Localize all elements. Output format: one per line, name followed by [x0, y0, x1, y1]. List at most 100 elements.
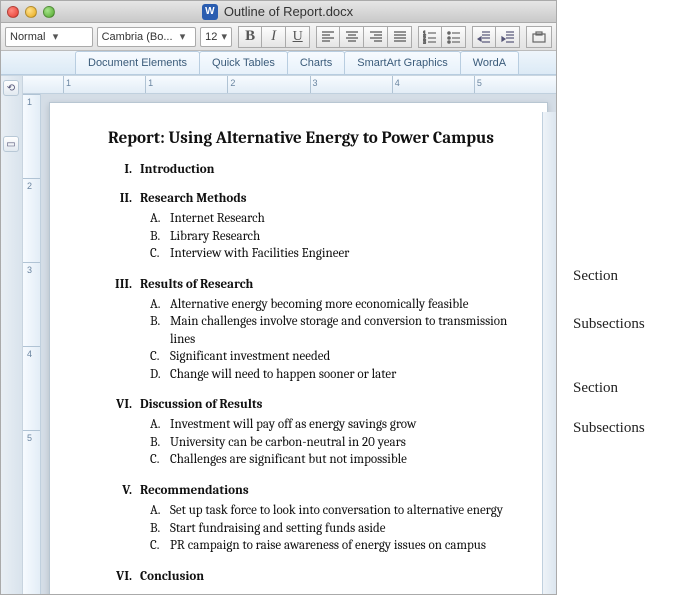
- subsection-item: A.Investment will pay off as energy savi…: [150, 416, 511, 434]
- outline-section: I.Introduction: [108, 162, 511, 177]
- subsection-text: Set up task force to look into conversat…: [170, 502, 511, 520]
- outline-section: II.Research MethodsA.Internet ResearchB.…: [108, 191, 511, 263]
- subsection-text: Main challenges involve storage and conv…: [170, 313, 511, 348]
- vertical-scrollbar[interactable]: [542, 112, 556, 594]
- subsection-letter: C.: [150, 348, 170, 366]
- annotation-label: Subsections: [573, 420, 645, 437]
- section-heading: V.Recommendations: [108, 483, 511, 498]
- subsection-item: C.Interview with Facilities Engineer: [150, 245, 511, 263]
- subsection-letter: B.: [150, 228, 170, 246]
- italic-button[interactable]: I: [262, 26, 286, 48]
- bold-button[interactable]: B: [238, 26, 262, 48]
- numbered-list-button[interactable]: 123: [418, 26, 442, 48]
- subsection-item: D.Change will need to happen sooner or l…: [150, 366, 511, 384]
- tab-document-elements[interactable]: Document Elements: [75, 51, 200, 74]
- text-style-group: B I U: [238, 26, 310, 48]
- ribbon-tabs: Document Elements Quick Tables Charts Sm…: [1, 51, 556, 75]
- subsection-text: Interview with Facilities Engineer: [170, 245, 511, 263]
- document-viewport: 112345 12345 Report: Using Alternative E…: [23, 76, 556, 594]
- minimize-button[interactable]: [25, 6, 37, 18]
- word-window: W Outline of Report.docx Normal ▾ Cambri…: [0, 0, 557, 595]
- subsection-text: Start fundraising and setting funds asid…: [170, 520, 511, 538]
- document-page[interactable]: Report: Using Alternative Energy to Powe…: [49, 102, 548, 594]
- align-right-button[interactable]: [364, 26, 388, 48]
- work-area: ⟲ ▭ 112345 12345 Report: Using Alternati…: [1, 75, 556, 594]
- subsection-list: A.Investment will pay off as energy savi…: [108, 416, 511, 469]
- style-value: Normal: [10, 31, 45, 43]
- subsection-letter: A.: [150, 416, 170, 434]
- subsection-text: Internet Research: [170, 210, 511, 228]
- horizontal-ruler[interactable]: 112345: [23, 76, 556, 94]
- subsection-item: C.Significant investment needed: [150, 348, 511, 366]
- subsection-letter: C.: [150, 245, 170, 263]
- font-dropdown[interactable]: Cambria (Bo... ▾: [97, 27, 197, 47]
- document-title: Report: Using Alternative Energy to Powe…: [108, 129, 511, 148]
- close-button[interactable]: [7, 6, 19, 18]
- subsection-letter: A.: [150, 502, 170, 520]
- decrease-indent-button[interactable]: [472, 26, 496, 48]
- subsection-letter: B.: [150, 520, 170, 538]
- subsection-list: A.Alternative energy becoming more econo…: [108, 296, 511, 384]
- subsection-item: B.Library Research: [150, 228, 511, 246]
- increase-indent-button[interactable]: [496, 26, 520, 48]
- subsection-text: Investment will pay off as energy saving…: [170, 416, 511, 434]
- formatting-toolbar: Normal ▾ Cambria (Bo... ▾ 12 ▾ B I U: [1, 23, 556, 51]
- page-area[interactable]: Report: Using Alternative Energy to Powe…: [41, 94, 556, 594]
- subsection-letter: D.: [150, 366, 170, 384]
- indent-group: [472, 26, 520, 48]
- toolbox-button[interactable]: [526, 26, 552, 48]
- section-title: Conclusion: [140, 569, 204, 584]
- outline-section: V.Recommendations A.Set up task force to …: [108, 483, 511, 555]
- section-heading: III.Results of Research: [108, 277, 511, 292]
- tab-charts[interactable]: Charts: [287, 51, 345, 74]
- align-justify-button[interactable]: [388, 26, 412, 48]
- bullet-list-button[interactable]: [442, 26, 466, 48]
- subsection-text: Library Research: [170, 228, 511, 246]
- chevron-down-icon: ▾: [49, 30, 61, 43]
- annotation-label: Section: [573, 380, 618, 397]
- section-number: V.: [108, 483, 140, 498]
- section-heading: II.Research Methods: [108, 191, 511, 206]
- zoom-button[interactable]: [43, 6, 55, 18]
- tab-wordart[interactable]: WordA: [460, 51, 519, 74]
- subsection-item: A.Set up task force to look into convers…: [150, 502, 511, 520]
- subsection-item: C.Challenges are significant but not imp…: [150, 451, 511, 469]
- fontsize-value: 12: [205, 31, 217, 43]
- subsection-text: Challenges are significant but not impos…: [170, 451, 511, 469]
- subsection-letter: A.: [150, 296, 170, 314]
- annotation-label: Subsections: [573, 316, 645, 333]
- subsection-item: B.Start fundraising and setting funds as…: [150, 520, 511, 538]
- nav-pane-button[interactable]: ⟲: [3, 80, 19, 96]
- tab-smartart[interactable]: SmartArt Graphics: [344, 51, 460, 74]
- annotation-label: Section: [573, 268, 618, 285]
- align-left-button[interactable]: [316, 26, 340, 48]
- word-app-icon: W: [202, 4, 218, 20]
- tab-quick-tables[interactable]: Quick Tables: [199, 51, 288, 74]
- outline-section: III.Results of Research A.Alternative ene…: [108, 277, 511, 384]
- section-number: II.: [108, 191, 140, 206]
- section-title: Research Methods: [140, 191, 247, 206]
- section-heading: I.Introduction: [108, 162, 511, 177]
- section-title: Discussion of Results: [140, 397, 262, 412]
- underline-button[interactable]: U: [286, 26, 310, 48]
- subsection-text: Change will need to happen sooner or lat…: [170, 366, 511, 384]
- outline-section: VI.Discussion of Results A.Investment wil…: [108, 397, 511, 469]
- subsection-text: Alternative energy becoming more economi…: [170, 296, 511, 314]
- fontsize-dropdown[interactable]: 12 ▾: [200, 27, 232, 47]
- subsection-list: A.Set up task force to look into convers…: [108, 502, 511, 555]
- thumbnail-button[interactable]: ▭: [3, 136, 19, 152]
- section-number: VI.: [108, 397, 140, 412]
- style-dropdown[interactable]: Normal ▾: [5, 27, 93, 47]
- align-center-button[interactable]: [340, 26, 364, 48]
- subsection-item: B.University can be carbon-neutral in 20…: [150, 434, 511, 452]
- vertical-ruler[interactable]: 12345: [23, 94, 41, 594]
- section-title: Introduction: [140, 162, 215, 177]
- subsection-text: PR campaign to raise awareness of energy…: [170, 537, 511, 555]
- titlebar: W Outline of Report.docx: [1, 1, 556, 23]
- section-number: III.: [108, 277, 140, 292]
- section-title: Recommendations: [140, 483, 249, 498]
- subsection-letter: C.: [150, 451, 170, 469]
- section-heading: VI.Discussion of Results: [108, 397, 511, 412]
- align-group: [316, 26, 412, 48]
- font-value: Cambria (Bo...: [102, 31, 173, 43]
